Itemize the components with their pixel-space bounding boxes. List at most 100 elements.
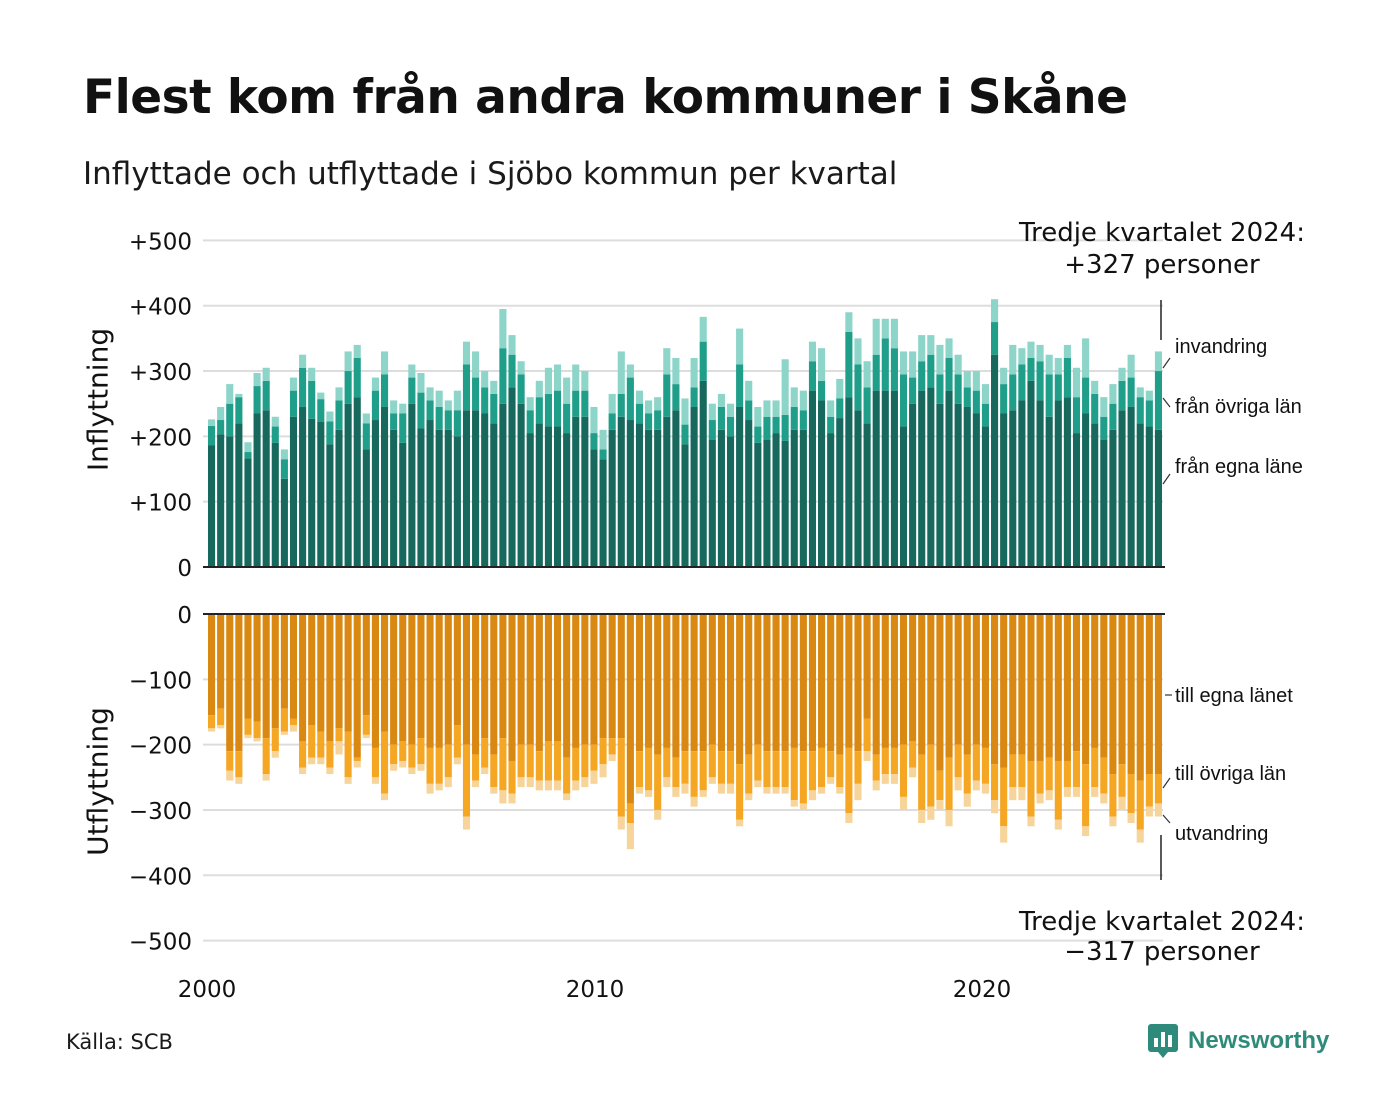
bar-utflyttning [1045, 614, 1053, 758]
bar-utflyttning [1145, 806, 1153, 817]
bar-utflyttning [1118, 614, 1126, 765]
bar-inflyttning [208, 445, 216, 567]
bar-inflyttning [672, 384, 680, 411]
bar-utflyttning [1054, 614, 1062, 761]
bar-utflyttning [599, 614, 607, 739]
bar-utflyttning [1082, 826, 1090, 837]
bar-utflyttning [963, 793, 971, 807]
bar-utflyttning [280, 731, 288, 735]
bar-utflyttning [818, 787, 826, 794]
bar-inflyttning [1118, 380, 1126, 411]
series-label-invandring: invandring [1175, 336, 1267, 358]
bar-utflyttning [881, 774, 889, 784]
bar-utflyttning [535, 614, 543, 752]
bar-utflyttning [490, 614, 498, 755]
bar-inflyttning [690, 406, 698, 567]
chart-subtitle: Inflyttade och utflyttade i Sjöbo kommun… [83, 156, 898, 192]
bar-utflyttning [289, 614, 298, 719]
bar-inflyttning [763, 400, 771, 417]
bar-inflyttning [572, 390, 580, 417]
bar-inflyttning [818, 348, 826, 381]
series-label-leader [1162, 473, 1171, 485]
bar-utflyttning [408, 614, 416, 745]
bar-utflyttning [499, 790, 507, 804]
bar-inflyttning [854, 410, 862, 567]
bar-utflyttning [408, 767, 416, 775]
bar-inflyttning [244, 452, 252, 459]
bar-inflyttning [918, 361, 926, 391]
bar-utflyttning [845, 614, 853, 748]
bar-inflyttning [371, 377, 379, 391]
bar-inflyttning [1091, 423, 1099, 567]
bar-inflyttning [981, 426, 990, 567]
bar-utflyttning [681, 751, 689, 784]
bar-utflyttning [781, 751, 789, 788]
bar-utflyttning [253, 721, 261, 739]
bar-utflyttning [617, 816, 625, 830]
bar-inflyttning [317, 392, 325, 400]
bar-inflyttning [435, 429, 443, 567]
bar-inflyttning [289, 377, 298, 391]
bar-utflyttning [235, 777, 243, 784]
bar-inflyttning [936, 344, 944, 375]
bar-utflyttning [453, 757, 461, 765]
bar-utflyttning [262, 738, 270, 775]
y-tick-label: +100 [129, 491, 192, 517]
bar-utflyttning [899, 614, 908, 745]
bar-utflyttning [654, 614, 662, 755]
bar-inflyttning [380, 351, 389, 375]
bar-utflyttning [899, 744, 908, 797]
bar-utflyttning [645, 747, 653, 791]
bar-utflyttning [490, 787, 498, 794]
bar-inflyttning [526, 410, 534, 434]
bar-inflyttning [726, 436, 735, 567]
bar-inflyttning [699, 316, 707, 342]
bar-inflyttning [708, 420, 716, 440]
bar-inflyttning [1127, 406, 1135, 567]
bar-inflyttning [1045, 354, 1053, 375]
bar-utflyttning [581, 614, 589, 745]
bar-inflyttning [499, 308, 507, 349]
bar-inflyttning [444, 429, 452, 567]
bar-utflyttning [353, 757, 361, 761]
bar-inflyttning [617, 351, 625, 394]
bar-utflyttning [280, 614, 288, 709]
bar-utflyttning [790, 614, 798, 748]
bar-inflyttning [754, 442, 762, 567]
bar-inflyttning [699, 380, 707, 567]
bar-inflyttning [790, 387, 798, 407]
bar-inflyttning [262, 367, 270, 381]
bar-utflyttning [326, 741, 334, 768]
bar-inflyttning [1063, 344, 1071, 358]
bar-inflyttning [462, 364, 471, 411]
bar-utflyttning [1063, 760, 1071, 788]
bar-utflyttning [408, 744, 416, 768]
bar-inflyttning [1100, 397, 1108, 417]
bar-utflyttning [1000, 826, 1008, 843]
bar-inflyttning [1009, 344, 1017, 375]
bar-utflyttning [208, 614, 216, 716]
y-tick-label: +400 [129, 295, 192, 321]
bar-inflyttning [226, 436, 234, 567]
bar-utflyttning [1127, 774, 1135, 814]
bar-inflyttning [663, 348, 671, 375]
bar-inflyttning [808, 390, 817, 567]
bar-inflyttning [426, 387, 434, 401]
annotation-utflyttning-line2: −317 personer [1064, 937, 1260, 967]
bar-inflyttning [444, 400, 452, 411]
bar-utflyttning [399, 760, 407, 768]
bar-inflyttning [508, 387, 516, 567]
bar-utflyttning [699, 614, 707, 752]
bar-inflyttning [1136, 387, 1144, 398]
bar-inflyttning [362, 449, 370, 567]
bar-utflyttning [726, 783, 735, 794]
series-label-leader [1162, 397, 1171, 408]
bar-utflyttning [936, 770, 944, 801]
bar-inflyttning [490, 393, 498, 424]
bar-inflyttning [981, 403, 990, 427]
bar-utflyttning [672, 757, 680, 788]
bar-inflyttning [936, 403, 944, 567]
annotation-inflyttning-line2: +327 personer [1064, 250, 1260, 280]
bar-utflyttning [799, 803, 807, 810]
bar-utflyttning [836, 754, 844, 788]
